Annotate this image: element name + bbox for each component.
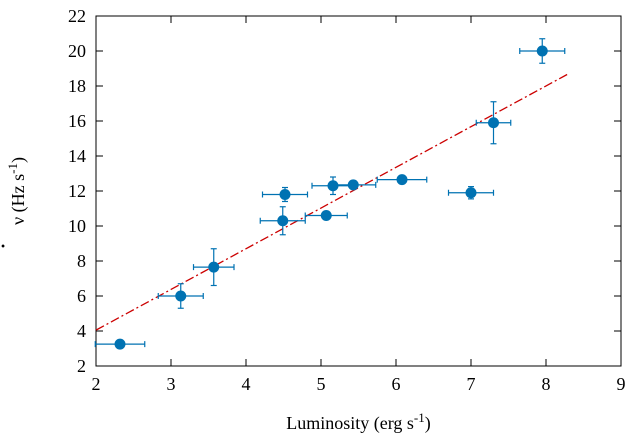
data-point-4 (277, 215, 289, 227)
y-tick-label: 12 (68, 181, 86, 201)
y-axis-title-close: ) (8, 157, 29, 163)
data-points (114, 45, 548, 350)
x-axis-title-base: Luminosity (erg s (286, 413, 414, 434)
y-tick-label: 18 (68, 76, 86, 96)
y-tick-label: 4 (77, 321, 86, 341)
data-point-7 (327, 180, 339, 192)
data-point-10 (465, 187, 477, 199)
y-axis-title: ν (Hz s-1) · (0, 157, 29, 249)
x-tick-label: 8 (542, 374, 551, 394)
y-tick-label: 6 (77, 286, 86, 306)
data-point-9 (396, 174, 408, 186)
y-tick-label: 20 (68, 41, 86, 61)
x-tick-label: 2 (92, 374, 101, 394)
tick-marks (95, 15, 622, 367)
x-tick-label: 4 (242, 374, 251, 394)
y-tick-label: 16 (68, 111, 86, 131)
data-point-12 (536, 45, 548, 57)
plot-frame (95, 15, 622, 367)
error-bars (94, 38, 566, 348)
data-point-3 (208, 261, 220, 273)
y-axis-title-dot: · (0, 243, 13, 249)
data-point-8 (347, 179, 359, 191)
x-tick-label: 6 (392, 374, 401, 394)
x-tick-label: 3 (167, 374, 176, 394)
x-tick-label: 5 (317, 374, 326, 394)
x-tick-label: 9 (617, 374, 626, 394)
data-point-1 (114, 338, 126, 350)
y-axis-title-base: (Hz s (8, 174, 29, 217)
y-tick-labels: 2 4 6 8 10 12 14 16 18 20 22 (68, 6, 86, 376)
data-point-5 (279, 189, 291, 200)
y-axis-title-symbol: ν (8, 217, 28, 225)
x-tick-labels: 2 3 4 5 6 7 8 9 (92, 374, 626, 394)
y-tick-label: 10 (68, 216, 86, 236)
fit-layer (95, 73, 569, 331)
data-point-2 (175, 290, 187, 302)
data-point-6 (320, 210, 332, 221)
y-tick-label: 2 (77, 356, 86, 376)
y-axis-title-text: ν (Hz s-1) (5, 157, 30, 225)
x-tick-label: 7 (467, 374, 476, 394)
y-tick-label: 8 (77, 251, 86, 271)
fit-line (95, 73, 569, 331)
y-axis-title-sup: -1 (5, 163, 20, 174)
data-point-11 (488, 117, 499, 129)
x-axis-title: Luminosity (erg s-1) (286, 410, 431, 435)
x-axis-title-close: ) (425, 413, 431, 434)
y-tick-label: 14 (68, 146, 86, 166)
x-axis-title-sup: -1 (414, 410, 425, 425)
y-tick-label: 22 (68, 6, 86, 26)
